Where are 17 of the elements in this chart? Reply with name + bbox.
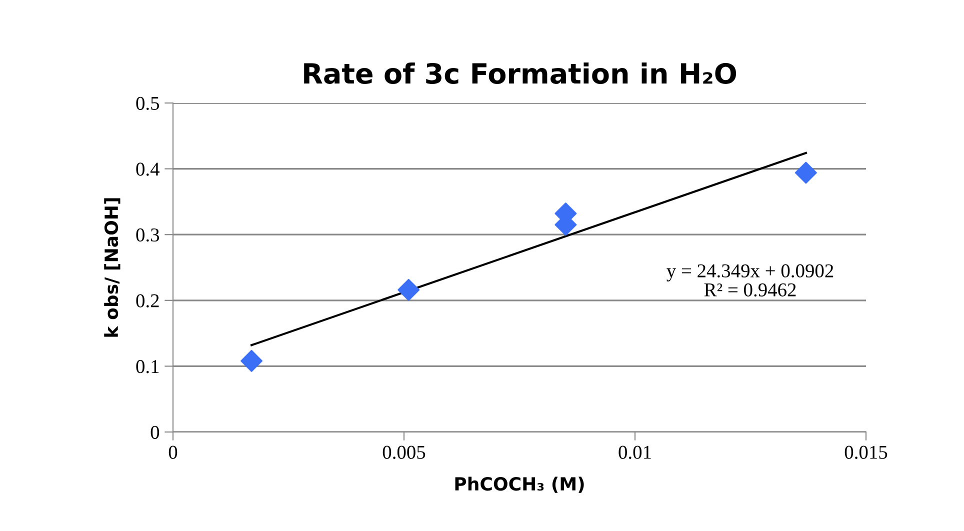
y-axis-title: k obs/ [NaOH] — [104, 198, 120, 337]
y-tick-label: 0.2 — [136, 294, 159, 308]
chart-title: Rate of 3c Formation in H₂O — [304, 62, 736, 84]
y-tick-label: 0 — [150, 426, 160, 439]
x-axis-title: PhCOCH₃ (M) — [455, 476, 584, 493]
point — [398, 278, 420, 301]
y-tick-label: 0.1 — [136, 360, 159, 374]
y-tick-label: 0.3 — [136, 228, 160, 242]
x-tick-label: 0 — [168, 446, 178, 459]
point — [794, 162, 817, 184]
x-tick-label: 0.01 — [618, 446, 651, 459]
x-tick-label: 0.015 — [844, 446, 888, 459]
x-tick-label: 0.005 — [382, 446, 426, 459]
annotation: y = 24.349x + 0.0902 R² = 0.9462 — [666, 264, 834, 297]
y-tick-label: 0.5 — [136, 96, 160, 110]
point — [240, 350, 263, 372]
y-tick-label: 0.4 — [136, 162, 160, 176]
